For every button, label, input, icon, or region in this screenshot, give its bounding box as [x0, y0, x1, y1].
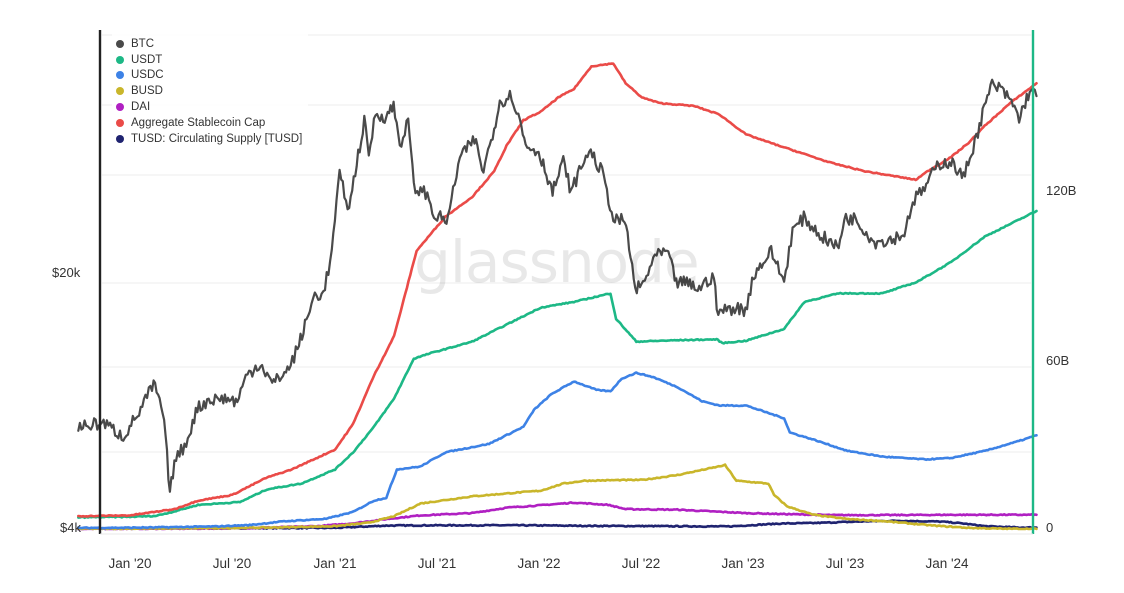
x-tick-label: Jan '23 [721, 556, 765, 571]
x-tick-label: Jul '23 [825, 556, 865, 571]
legend-label: BUSD [131, 85, 163, 98]
legend-item-usdc[interactable]: USDC [116, 68, 302, 84]
legend-swatch [116, 39, 124, 48]
series-line-busd [77, 463, 1038, 531]
series-line-usdc [77, 371, 1038, 530]
legend-label: BTC [131, 37, 154, 50]
watermark: glassnode [414, 228, 700, 296]
y-right-tick-120b: 120B [1046, 183, 1077, 198]
y-right-tick-60b: 60B [1046, 353, 1070, 368]
legend-item-busd[interactable]: BUSD [116, 83, 302, 99]
series-line-aggregate-stablecoin-cap [77, 62, 1038, 518]
x-tick-label: Jul '22 [621, 556, 661, 571]
x-tick-label: Jan '21 [313, 556, 357, 571]
legend-label: USDT [131, 53, 163, 66]
x-tick-label: Jul '20 [212, 556, 252, 571]
y-right-tick-0: 0 [1046, 520, 1054, 535]
x-tick-label: Jan '24 [925, 556, 969, 571]
legend-item-aggregate[interactable]: Aggregate Stablecoin Cap [116, 115, 302, 131]
legend-swatch [116, 55, 124, 64]
series-line-btc [77, 78, 1038, 493]
legend-label: Aggregate Stablecoin Cap [131, 116, 266, 129]
series-line-usdt [77, 209, 1038, 520]
x-tick-label: Jan '20 [108, 556, 152, 571]
legend-swatch [116, 71, 124, 80]
legend-swatch [116, 134, 124, 143]
legend-swatch [116, 87, 124, 96]
legend: BTC USDT USDC BUSD DAI Aggregate Stablec… [112, 34, 309, 151]
legend-label: DAI [131, 101, 151, 114]
x-tick-label: Jul '21 [417, 556, 457, 571]
legend-item-btc[interactable]: BTC [116, 36, 302, 52]
legend-item-tusd[interactable]: TUSD: Circulating Supply [TUSD] [116, 131, 302, 147]
y-left-tick-20k: $20k [52, 265, 81, 280]
legend-swatch [116, 118, 124, 127]
legend-label: USDC [131, 69, 164, 82]
legend-item-usdt[interactable]: USDT [116, 52, 302, 68]
legend-item-dai[interactable]: DAI [116, 99, 302, 115]
legend-swatch [116, 103, 124, 112]
y-left-tick-4k: $4k [60, 520, 81, 535]
x-tick-label: Jan '22 [517, 556, 561, 571]
legend-label: TUSD: Circulating Supply [TUSD] [131, 132, 303, 145]
